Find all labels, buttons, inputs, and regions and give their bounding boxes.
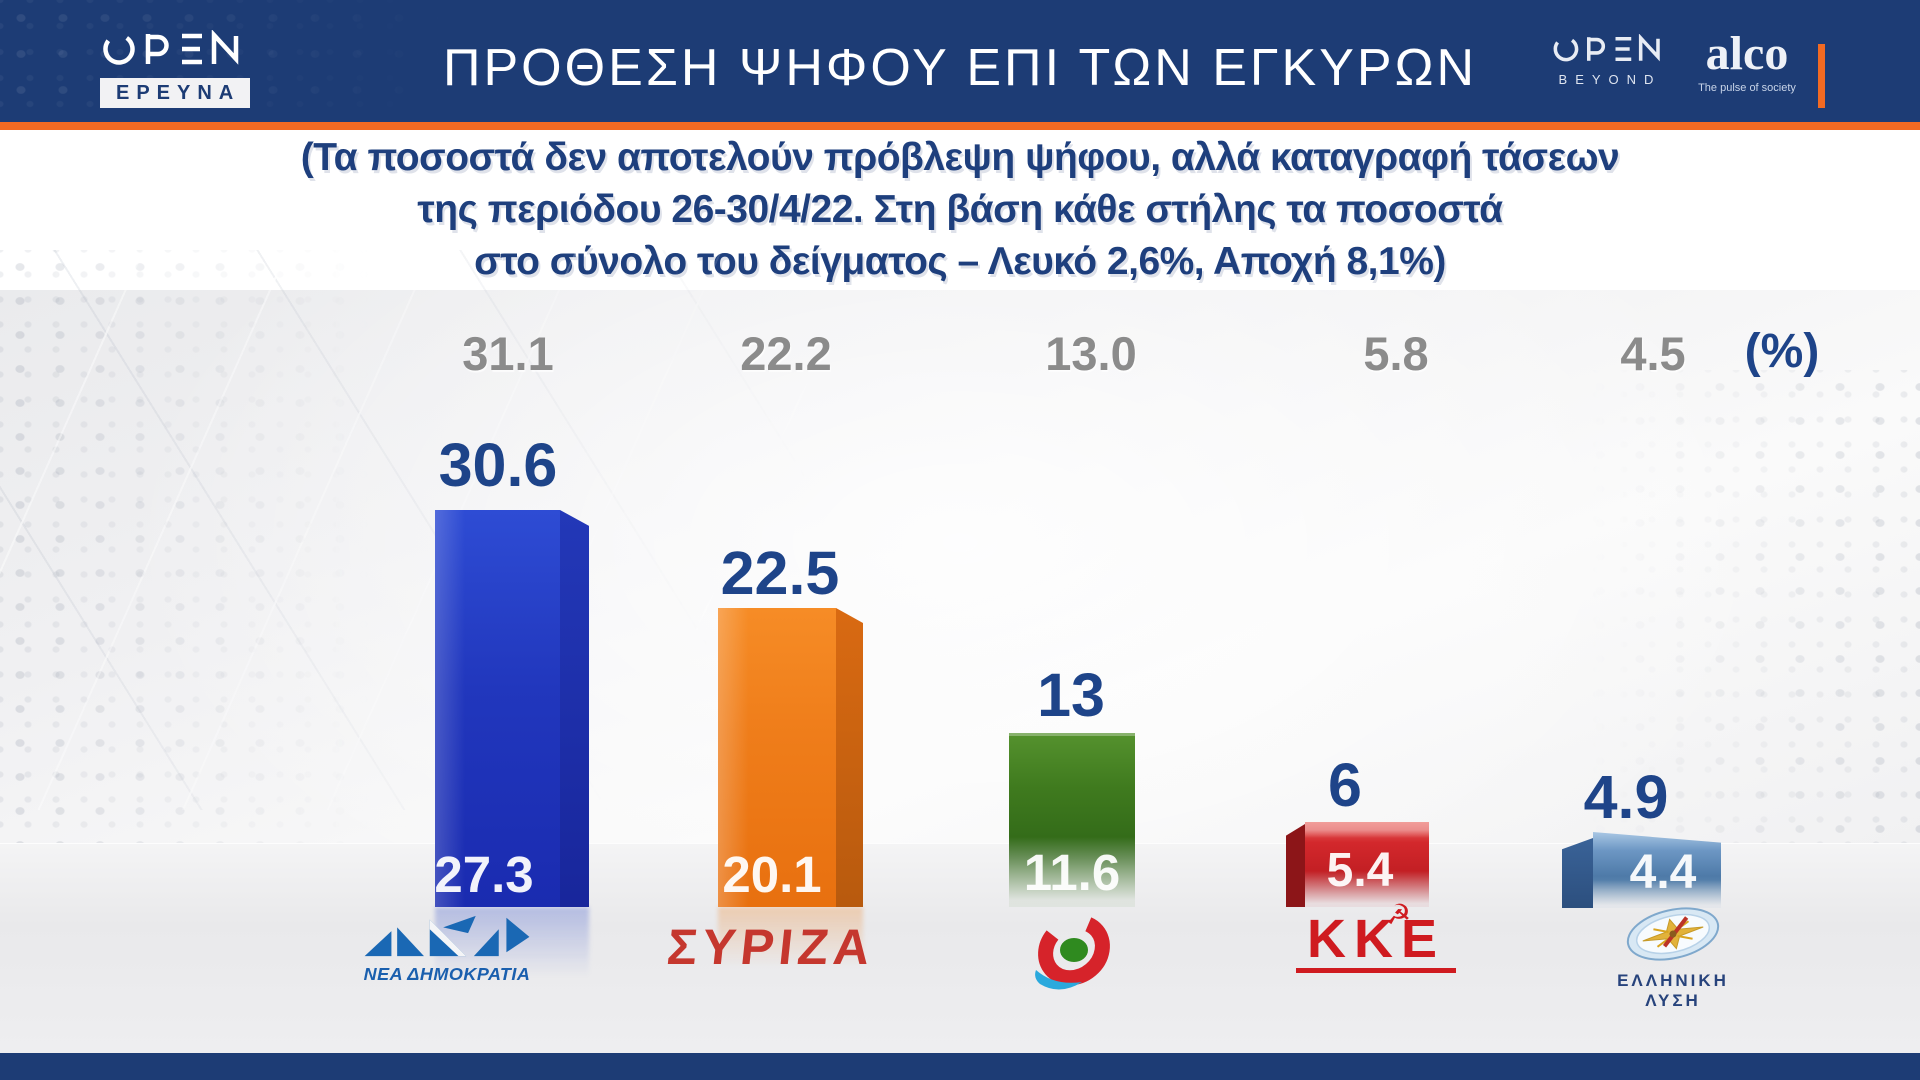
orange-divider (1818, 44, 1825, 108)
gray-value-el: 4.5 (1620, 327, 1686, 380)
el-caption-line-1: ΕΛΛΗΝΙΚΗ (1617, 971, 1729, 990)
percent-unit-label: (%) (1744, 325, 1820, 378)
main-value-nd: 30.6 (438, 431, 558, 499)
sample-value-el: 4.4 (1629, 846, 1697, 899)
ereyna-badge: ΕΡΕΥΝΑ (100, 78, 251, 108)
alco-tagline: The pulse of society (1698, 82, 1796, 94)
nd-flag-icon (364, 915, 530, 957)
page-title: ΠΡΟΘΕΣΗ ΨΗΦΟΥ ΕΠΙ ΤΩΝ ΕΓΚΥΡΩΝ (442, 39, 1478, 97)
disclaimer-block: (Τα ποσοστά δεν αποτελούν πρόβλεψη ψήφου… (0, 130, 1920, 290)
el-logo: ΕΛΛΗΝΙΚΗ ΛΥΣΗ (1598, 904, 1748, 1011)
pasok-rose-icon (1035, 914, 1110, 990)
sample-value-kke: 5.4 (1326, 844, 1394, 897)
main-value-kke: 6 (1328, 751, 1362, 819)
alco-logo: alco The pulse of society (1692, 27, 1802, 95)
compass-icon (1626, 907, 1720, 961)
hammer-sickle-icon: ☭ (1386, 898, 1412, 931)
disclaimer-line-2: της περιόδου 26-30/4/22. Στη βάση κάθε σ… (417, 188, 1503, 231)
alco-wordmark: alco (1705, 27, 1789, 80)
gray-value-nd: 31.1 (462, 327, 554, 380)
open-beyond-logo: BEYOND (1545, 33, 1675, 87)
gray-value-syriza: 22.2 (740, 327, 832, 380)
main-value-syriza: 22.5 (720, 539, 840, 607)
open-wordmark-icon (103, 29, 239, 65)
nd-caption: ΝΕΑ ΔΗΜΟΚΡΑΤΙΑ (363, 964, 531, 984)
disclaimer-line-1: (Τα ποσοστά δεν αποτελούν πρόβλεψη ψήφου… (300, 136, 1620, 179)
kke-wordmark: KKE (1306, 909, 1445, 969)
open-beyond-wordmark-icon (1553, 33, 1660, 62)
orange-accent-line (0, 122, 1920, 130)
nd-logo: ΝΕΑ ΔΗΜΟΚΡΑΤΙΑ (352, 912, 542, 985)
gray-value-kke: 5.8 (1363, 327, 1429, 380)
sample-value-nd: 27.3 (434, 846, 534, 903)
sample-value-pasok: 11.6 (1023, 844, 1121, 901)
pasok-logo (1020, 910, 1124, 1007)
kke-logo: ☭ KKE (1290, 898, 1462, 973)
gray-value-pasok: 13.0 (1045, 327, 1137, 380)
sample-value-syriza: 20.1 (722, 846, 822, 903)
el-caption-line-2: ΛΥΣΗ (1645, 991, 1701, 1010)
bottom-strip (0, 1053, 1920, 1080)
beyond-label: BEYOND (1558, 72, 1662, 87)
disclaimer-line-3: στο σύνολο του δείγματος – Λευκό 2,6%, Α… (474, 240, 1446, 283)
open-ereyna-logo: ΕΡΕΥΝΑ (100, 29, 251, 108)
syriza-logo: ΣΥΡΙΖΑ (664, 919, 878, 975)
main-value-pasok: 13 (1037, 661, 1105, 729)
main-value-el: 4.9 (1583, 763, 1669, 831)
